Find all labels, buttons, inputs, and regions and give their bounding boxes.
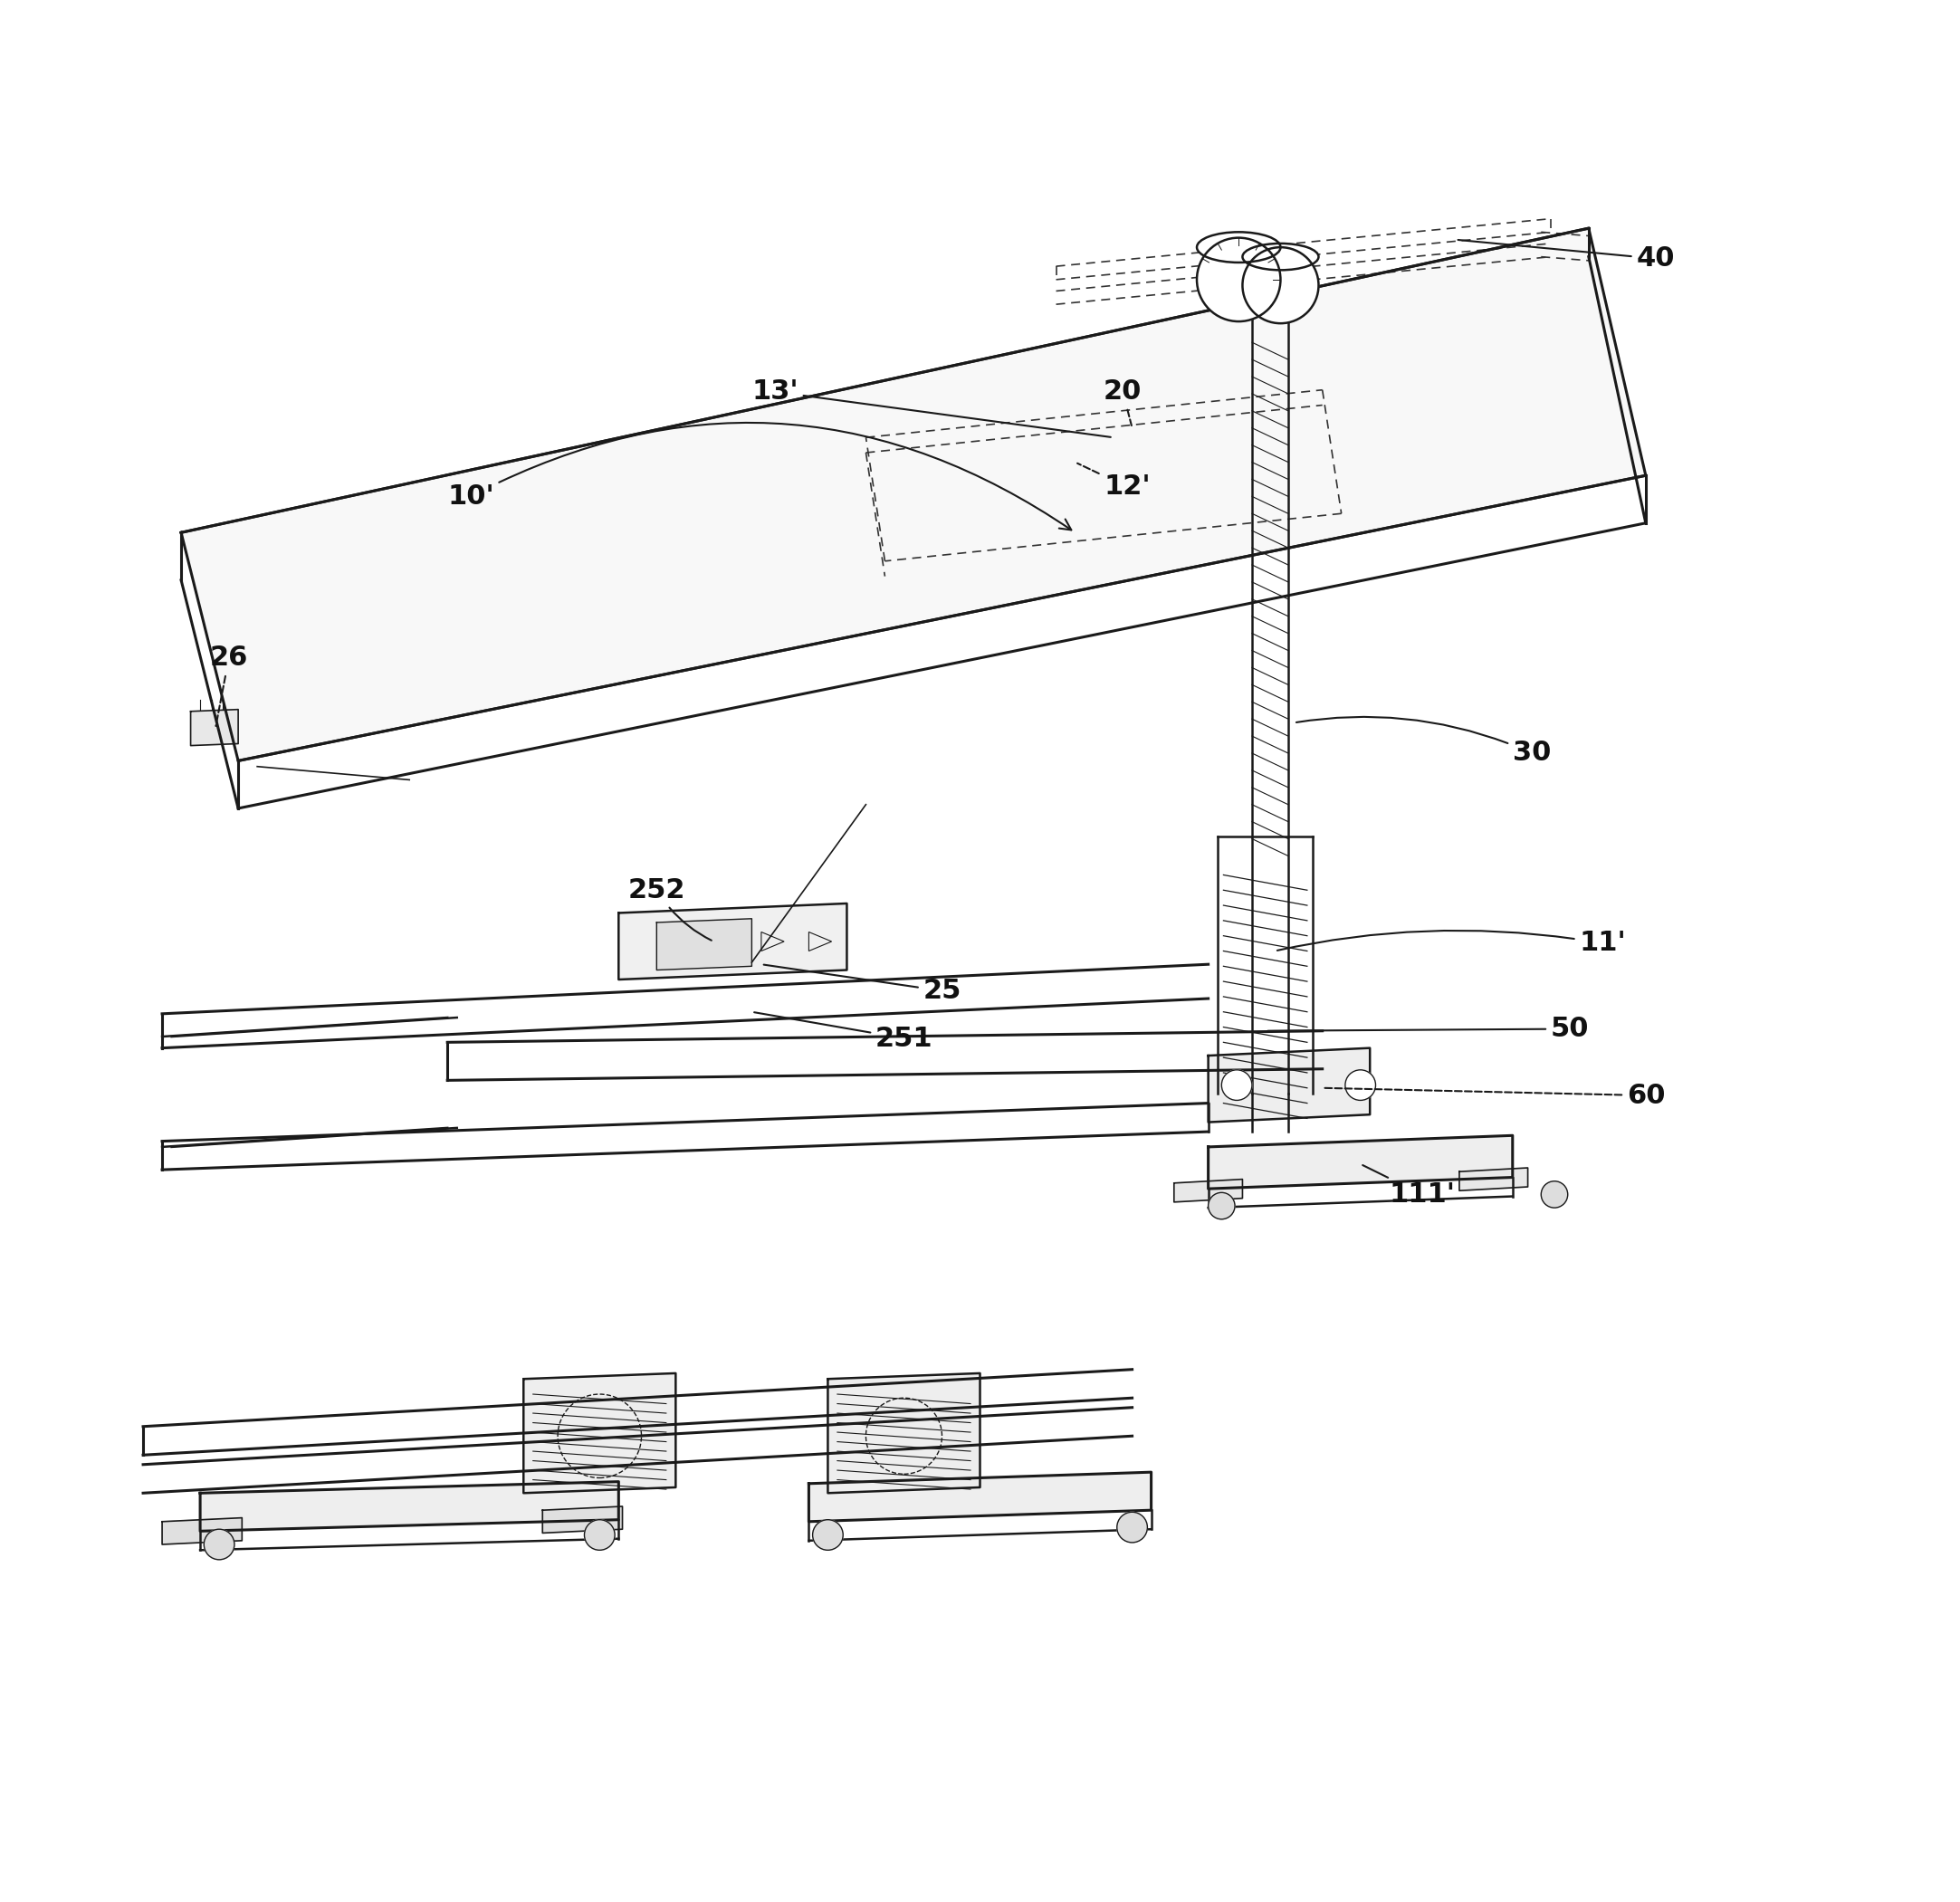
Text: 60: 60 — [1325, 1082, 1666, 1109]
Ellipse shape — [1243, 243, 1319, 270]
Polygon shape — [1174, 1179, 1243, 1202]
Circle shape — [1541, 1181, 1568, 1208]
Circle shape — [1345, 1069, 1376, 1099]
Circle shape — [1207, 1193, 1235, 1219]
Text: 20: 20 — [1103, 378, 1143, 426]
Polygon shape — [1460, 1168, 1527, 1191]
Polygon shape — [657, 919, 753, 970]
Text: 50: 50 — [1268, 1016, 1590, 1042]
Text: 251: 251 — [755, 1012, 933, 1052]
Circle shape — [813, 1520, 843, 1550]
Text: 25: 25 — [764, 964, 960, 1004]
Circle shape — [1198, 238, 1280, 321]
Polygon shape — [180, 228, 1646, 761]
Text: 30: 30 — [1296, 717, 1550, 767]
Circle shape — [1243, 247, 1319, 323]
Polygon shape — [200, 1482, 619, 1531]
Text: 252: 252 — [627, 877, 711, 940]
Text: 40: 40 — [1458, 240, 1674, 272]
Circle shape — [1117, 1512, 1147, 1543]
Polygon shape — [190, 709, 239, 746]
Polygon shape — [809, 1472, 1151, 1522]
Text: 26: 26 — [210, 645, 249, 727]
Polygon shape — [163, 1518, 241, 1544]
Circle shape — [584, 1520, 615, 1550]
Polygon shape — [1207, 1135, 1513, 1189]
Circle shape — [1221, 1069, 1252, 1099]
Text: 10': 10' — [447, 422, 1072, 531]
Polygon shape — [543, 1506, 623, 1533]
Polygon shape — [619, 903, 847, 980]
Polygon shape — [827, 1373, 980, 1493]
Circle shape — [204, 1529, 235, 1560]
Text: 12': 12' — [1078, 464, 1151, 500]
Text: 13': 13' — [753, 378, 1111, 437]
Text: 111': 111' — [1362, 1166, 1454, 1208]
Polygon shape — [523, 1373, 676, 1493]
Ellipse shape — [1198, 232, 1280, 262]
Polygon shape — [1207, 1048, 1370, 1122]
Text: 11': 11' — [1278, 930, 1627, 957]
